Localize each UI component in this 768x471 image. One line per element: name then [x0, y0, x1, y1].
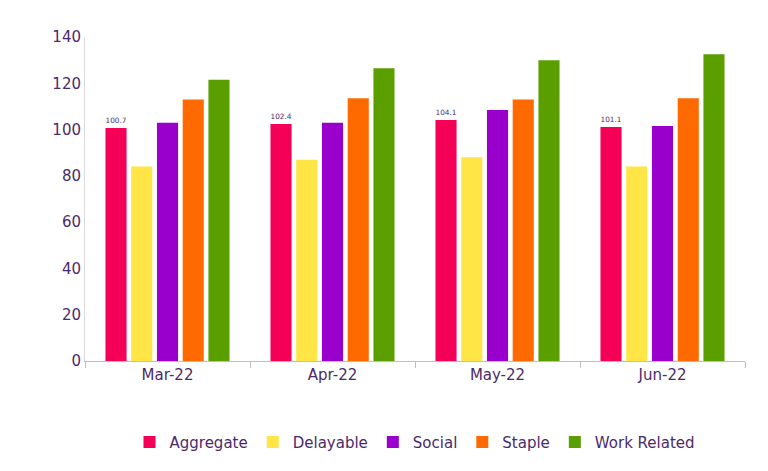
svg-text:Staple: Staple [502, 434, 550, 452]
svg-text:140: 140 [52, 28, 81, 46]
svg-text:Jun-22: Jun-22 [638, 366, 687, 384]
svg-text:Work Related: Work Related [595, 434, 695, 452]
svg-text:104.1: 104.1 [435, 108, 456, 117]
svg-text:102.4: 102.4 [270, 112, 291, 121]
svg-text:Aggregate: Aggregate [170, 434, 248, 452]
svg-text:120: 120 [52, 75, 81, 93]
svg-text:101.1: 101.1 [600, 115, 621, 124]
svg-text:100: 100 [52, 121, 81, 139]
svg-text:Apr-22: Apr-22 [308, 366, 358, 384]
svg-text:40: 40 [62, 260, 81, 278]
svg-text:60: 60 [62, 213, 81, 231]
svg-text:May-22: May-22 [470, 366, 525, 384]
svg-text:80: 80 [62, 167, 81, 185]
svg-text:0: 0 [71, 352, 81, 370]
svg-text:20: 20 [62, 306, 81, 324]
svg-text:Delayable: Delayable [293, 434, 368, 452]
svg-text:Mar-22: Mar-22 [142, 366, 194, 384]
svg-text:Social: Social [413, 434, 457, 452]
svg-text:100.7: 100.7 [105, 116, 126, 125]
